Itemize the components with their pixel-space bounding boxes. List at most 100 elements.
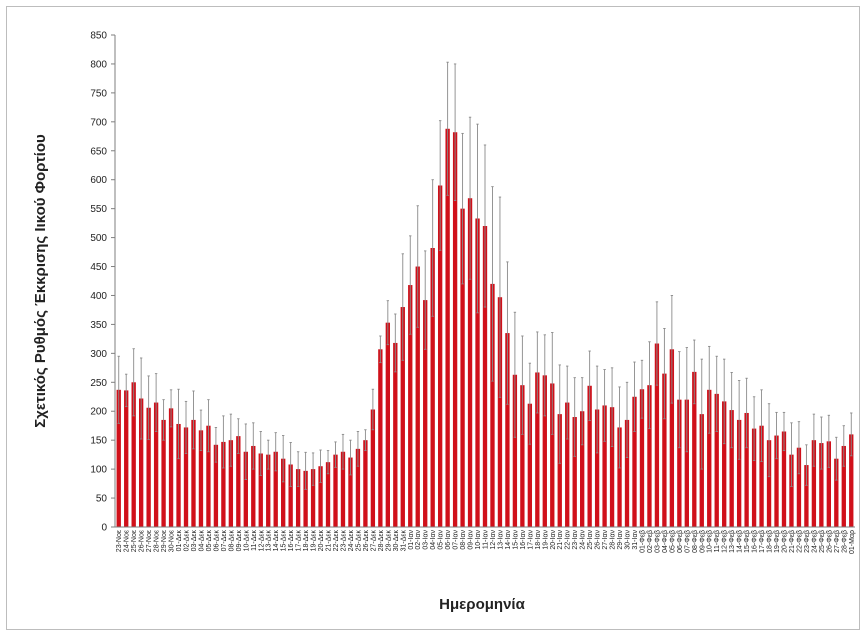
x-tick-label: 25-Φεβ [819, 530, 826, 553]
bar [288, 464, 293, 527]
chart-canvas: Σχετικός Ρυθμός Έκκρισης Ιικού Φορτίου Η… [32, 31, 856, 614]
error-bar [693, 339, 696, 405]
error-bar [737, 380, 741, 460]
bar [542, 375, 547, 527]
bar [266, 454, 271, 527]
y-tick-label: 800 [90, 59, 107, 70]
error-bar [386, 300, 390, 346]
x-tick-label: 24-Δεκ [348, 530, 355, 552]
x-tick-label: 30-Δεκ [393, 530, 400, 552]
x-tick-label: 09-Δεκ [236, 530, 243, 552]
x-tick-label: 08-Δεκ [228, 530, 235, 552]
error-bar [117, 355, 120, 424]
bar [580, 411, 585, 527]
x-tick-label: 03-Ιαν [423, 530, 430, 550]
x-tick-label: 26-Ιαν [595, 530, 602, 550]
x-tick-label: 27-Ιαν [602, 530, 609, 550]
x-tick-label: 19-Ιαν [542, 530, 549, 550]
x-tick-label: 20-Φεβ [781, 530, 788, 553]
error-bar [125, 373, 128, 408]
bar [281, 458, 286, 527]
bar [138, 398, 144, 527]
bar [482, 226, 488, 527]
error-bar [618, 386, 621, 469]
x-tick-label: 06-Φεβ [677, 530, 684, 553]
bar [729, 410, 734, 527]
x-tick-label: 24-Φεβ [811, 530, 818, 553]
x-tick-label: 28-Ιαν [610, 530, 617, 550]
x-tick-label: 23-Φεβ [804, 530, 811, 553]
bar [609, 407, 615, 527]
x-tick-label: 14-Δεκ [273, 530, 280, 552]
bar [303, 470, 308, 527]
x-tick-label: 31-Δεκ [400, 530, 407, 552]
error-bar [498, 196, 502, 398]
x-tick-label: 10-Δεκ [243, 530, 250, 552]
bar [512, 374, 518, 527]
error-bar [566, 365, 569, 440]
x-tick-label: 23-Δεκ [340, 530, 347, 552]
error-bar [558, 364, 561, 464]
bar [258, 453, 263, 527]
bar [617, 427, 622, 527]
y-tick-label: 300 [90, 349, 107, 360]
y-ticks-layer: 0 50 100 150 200 250 300 350 400 450 500 550 600 650 7… [90, 31, 115, 534]
bar [273, 451, 278, 527]
error-bar [192, 390, 195, 450]
error-bar [274, 432, 277, 472]
error-bar [782, 411, 786, 452]
x-tick-label: 29-Δεκ [385, 530, 392, 552]
error-bar [409, 235, 412, 335]
y-axis-title-group: Σχετικός Ρυθμός Έκκρισης Ιικού Φορτίου [32, 134, 49, 428]
error-bar [775, 411, 778, 460]
x-tick-label: 11-Φεβ [714, 530, 721, 552]
error-bar [521, 335, 524, 435]
error-bar [595, 365, 599, 454]
bar [520, 385, 525, 527]
bar [736, 419, 742, 527]
error-bar [416, 205, 419, 328]
x-tick-label: 22-Δεκ [333, 530, 340, 552]
x-tick-label: 09-Ιαν [468, 530, 475, 550]
x-tick-label: 11-Δεκ [251, 530, 258, 551]
error-bar [648, 341, 651, 430]
bar [437, 185, 443, 527]
error-bar [483, 144, 487, 308]
error-bar [446, 61, 449, 196]
error-bar [476, 123, 479, 314]
bar [251, 445, 256, 527]
error-bar [207, 399, 210, 453]
error-bar [722, 358, 726, 445]
error-bar [805, 444, 808, 486]
error-bar [259, 431, 262, 476]
x-tick-label: 07-Ιαν [453, 530, 460, 550]
bar [243, 451, 248, 527]
error-bar [551, 332, 554, 435]
error-bar [252, 422, 255, 470]
x-tick-label: 23-Ιαν [572, 530, 579, 550]
bar [161, 419, 166, 527]
bar [789, 454, 794, 527]
bar [684, 399, 689, 527]
x-tick-label: 27-Νοε [146, 530, 153, 552]
bar [415, 266, 420, 527]
error-bar [319, 449, 322, 483]
error-bar [603, 369, 606, 442]
bar [318, 466, 323, 527]
error-bar [536, 331, 539, 414]
error-bar [573, 377, 576, 457]
bar [624, 419, 630, 527]
bar [146, 407, 151, 527]
error-bar [267, 439, 270, 470]
x-tick-label: 26-Δεκ [363, 530, 370, 552]
error-bar [184, 400, 188, 454]
x-tick-label: 29-Νοε [161, 530, 168, 552]
error-bar [453, 63, 457, 201]
x-tick-label: 30-Νοε [169, 530, 176, 552]
error-bar [850, 412, 853, 457]
x-tick-label: 08-Φεβ [692, 530, 699, 553]
y-tick-label: 450 [90, 262, 107, 273]
bar [333, 454, 338, 527]
bar [370, 409, 376, 527]
x-tick-label: 08-Ιαν [460, 530, 467, 550]
